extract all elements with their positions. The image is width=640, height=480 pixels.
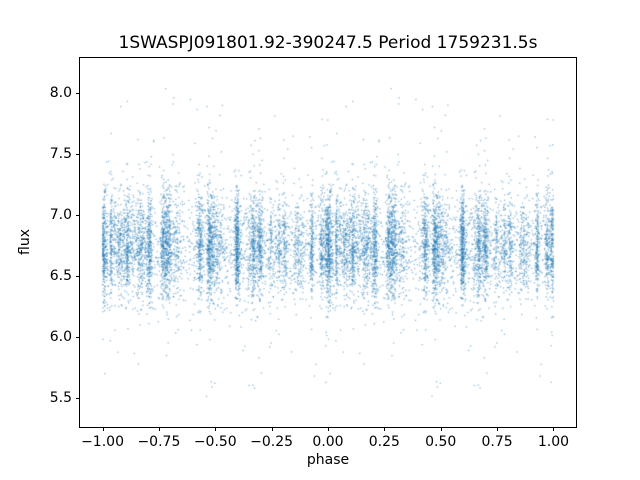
x-tick-mark <box>158 427 160 431</box>
x-tick-label: −0.75 <box>137 434 181 450</box>
x-tick-mark <box>497 427 499 431</box>
x-tick-label: 1.00 <box>537 434 570 450</box>
y-tick-label: 8.0 <box>49 85 72 102</box>
x-tick-mark <box>215 427 217 431</box>
x-tick-label: 0.25 <box>368 434 400 450</box>
y-tick-mark <box>76 336 80 338</box>
x-tick-mark <box>384 427 386 431</box>
x-tick-mark <box>328 427 329 431</box>
y-tick-mark <box>76 93 80 95</box>
y-tick-mark <box>76 275 80 277</box>
x-tick-label: −0.50 <box>193 434 237 450</box>
x-tick-label: −0.25 <box>250 434 294 450</box>
y-tick-mark <box>76 215 80 217</box>
x-tick-mark <box>271 427 273 431</box>
x-tick-mark <box>440 427 442 431</box>
x-tick-label: −1.00 <box>81 434 124 450</box>
x-tick-label: 0.00 <box>312 434 344 450</box>
x-tick-label: 0.75 <box>481 434 513 450</box>
x-tick-label: 0.50 <box>425 434 457 450</box>
x-tick-mark <box>553 427 555 431</box>
y-tick-label: 7.0 <box>49 207 72 224</box>
scatter-plot-canvas <box>79 57 577 428</box>
y-tick-label: 6.5 <box>49 267 72 284</box>
y-tick-label: 6.0 <box>49 328 72 345</box>
y-tick-label: 5.5 <box>49 389 72 406</box>
y-tick-mark <box>76 397 80 399</box>
y-axis-label: flux <box>17 229 33 255</box>
chart-title: 1SWASPJ091801.92-390247.5 Period 1759231… <box>118 33 538 53</box>
x-tick-mark <box>102 427 104 431</box>
y-tick-label: 7.5 <box>49 146 72 163</box>
y-tick-mark <box>76 154 80 156</box>
x-axis-label: phase <box>306 452 350 468</box>
